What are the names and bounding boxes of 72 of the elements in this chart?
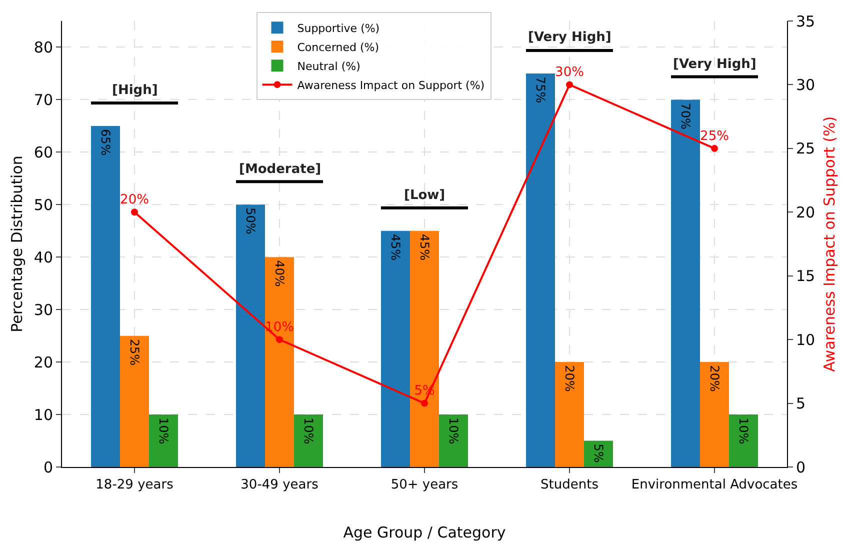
legend-label: Neutral (%) <box>297 60 360 73</box>
point <box>711 144 718 152</box>
bar <box>120 336 149 467</box>
y2-tick-label: 10 <box>796 330 816 349</box>
y2-tick-label: 20 <box>796 203 816 222</box>
data-label: 20% <box>562 365 576 392</box>
y-tick-label: 20 <box>34 353 53 372</box>
x-tick-label: 18-29 years <box>96 478 174 493</box>
y-tick-label: 10 <box>34 406 53 424</box>
data-label: 50% <box>244 208 258 234</box>
y-tick-label: 40 <box>34 248 53 266</box>
bar <box>410 230 439 467</box>
x-tick-label: 50+ years <box>390 478 458 493</box>
bar <box>265 257 294 467</box>
data-label: 75% <box>534 76 548 104</box>
bar <box>294 414 323 467</box>
point <box>566 81 573 88</box>
y-tick-label: 80 <box>34 38 53 56</box>
annotation: [Very High] <box>673 57 756 72</box>
point <box>421 400 428 407</box>
y2-tick-label: 25 <box>796 140 816 158</box>
y2-tick-label: 15 <box>796 267 816 286</box>
point <box>131 208 138 216</box>
bar <box>149 414 178 467</box>
point <box>276 336 283 344</box>
data-label: 20% <box>708 365 722 392</box>
data-label: 10% <box>446 418 460 444</box>
data-label: 25% <box>700 128 729 144</box>
bar <box>700 362 729 467</box>
data-label: 10% <box>265 320 294 335</box>
x-tick-label: Students <box>540 478 599 493</box>
data-label: 5% <box>592 444 606 463</box>
y-axis-title: Percentage Distribution <box>8 156 26 332</box>
y2-tick-label: 35 <box>796 12 816 30</box>
y2-tick-label: 5 <box>796 394 806 413</box>
bar <box>381 230 410 467</box>
legend-label: Concerned (%) <box>297 40 380 54</box>
data-label: 40% <box>272 260 286 287</box>
bar <box>526 73 555 467</box>
annotation: [Moderate] <box>239 162 322 177</box>
y-tick-label: 50 <box>34 196 53 214</box>
x-axis-title: Age Group / Category <box>343 524 506 542</box>
x-tick-label: Environmental Advocates <box>631 478 798 493</box>
data-label: 25% <box>128 338 142 366</box>
y2-tick-label: 30 <box>796 76 816 94</box>
y-tick-label: 60 <box>34 143 53 162</box>
bar <box>555 362 584 467</box>
data-label: 10% <box>302 418 316 444</box>
data-label: 10% <box>736 418 750 444</box>
annotation: [Very High] <box>528 30 612 45</box>
data-label: 70% <box>678 102 692 130</box>
annotation: [High] <box>112 83 158 98</box>
data-label: 45% <box>388 234 402 261</box>
bar <box>671 100 700 467</box>
bar <box>439 414 468 467</box>
y-tick-label: 30 <box>34 300 53 319</box>
legend-label: Awareness Impact on Support (%) <box>297 78 485 92</box>
bar <box>236 204 265 467</box>
data-label: 65% <box>98 128 112 156</box>
annotation: [Low] <box>404 188 446 203</box>
data-label: 45% <box>418 234 432 261</box>
y-tick-label: 0 <box>43 458 53 476</box>
legend-label: Supportive (%) <box>297 22 380 35</box>
data-label: 20% <box>120 192 149 208</box>
bar <box>729 414 758 467</box>
y-tick-label: 70 <box>34 90 53 109</box>
data-label: 10% <box>156 418 170 444</box>
y2-tick-label: 0 <box>796 458 806 476</box>
data-label: 30% <box>555 65 584 80</box>
y2-axis-title: Awareness Impact on Support (%) <box>820 116 838 372</box>
x-tick-label: 30-49 years <box>240 478 319 493</box>
bar <box>91 126 120 467</box>
